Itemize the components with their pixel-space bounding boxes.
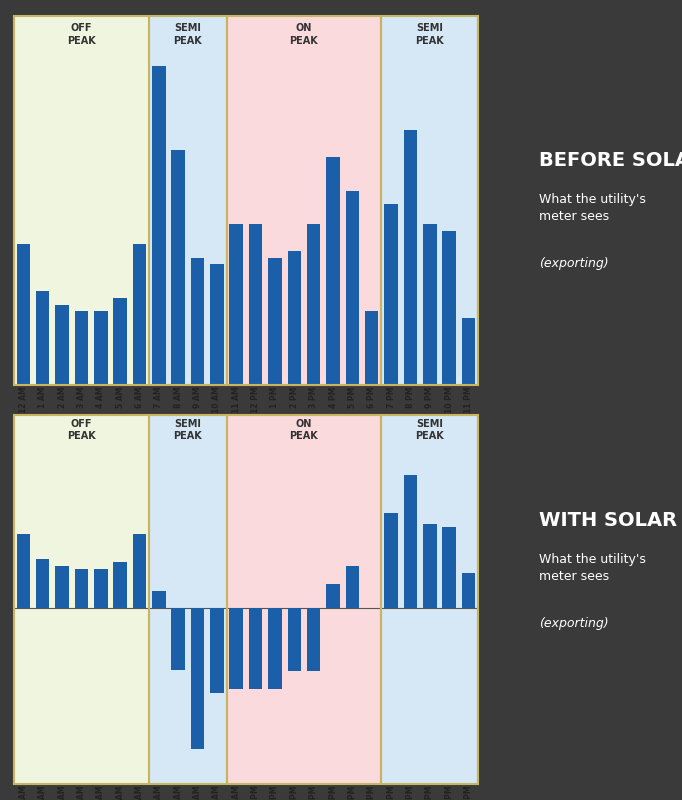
Bar: [36, 559, 50, 608]
Bar: [74, 570, 88, 608]
Bar: [268, 608, 282, 689]
Bar: [113, 298, 127, 386]
Text: WITH SOLAR: WITH SOLAR: [539, 510, 677, 530]
Bar: [210, 608, 224, 693]
Bar: [462, 318, 475, 386]
Bar: [346, 566, 359, 608]
Text: $0.22/kWh: $0.22/kWh: [50, 430, 113, 439]
Bar: [307, 608, 321, 671]
Bar: [288, 608, 301, 671]
Bar: [171, 608, 185, 670]
Bar: [191, 258, 205, 386]
Text: (exporting): (exporting): [539, 618, 608, 630]
Text: OFF
PEAK: OFF PEAK: [67, 23, 95, 46]
Bar: [226, 414, 381, 784]
Bar: [36, 291, 50, 386]
Bar: [381, 16, 478, 386]
Bar: [94, 570, 108, 608]
Bar: [55, 305, 69, 386]
Text: ON
PEAK: ON PEAK: [290, 418, 318, 441]
Bar: [249, 608, 263, 689]
Bar: [249, 224, 263, 386]
Bar: [149, 414, 226, 784]
Text: ON
PEAK: ON PEAK: [290, 23, 318, 46]
Bar: [229, 224, 243, 386]
Bar: [384, 514, 398, 608]
Text: $0.25/kWh: $0.25/kWh: [398, 430, 461, 439]
Bar: [191, 608, 205, 749]
Bar: [14, 16, 149, 386]
Bar: [443, 527, 456, 608]
Bar: [152, 590, 166, 608]
Text: OFF
PEAK: OFF PEAK: [67, 418, 95, 441]
Text: BEFORE SOLAR: BEFORE SOLAR: [539, 150, 682, 170]
Bar: [381, 414, 478, 784]
Bar: [229, 608, 243, 689]
Bar: [462, 573, 475, 608]
Bar: [210, 264, 224, 386]
Bar: [404, 130, 417, 386]
Bar: [94, 311, 108, 386]
Text: What the utility's
meter sees: What the utility's meter sees: [539, 553, 646, 583]
Bar: [149, 16, 226, 386]
Bar: [133, 244, 146, 386]
Bar: [423, 524, 436, 608]
Text: $0.49/kWh: $0.49/kWh: [273, 430, 336, 439]
Bar: [152, 66, 166, 386]
Bar: [346, 190, 359, 386]
Text: SEMI
PEAK: SEMI PEAK: [415, 418, 444, 441]
Text: SEMI
PEAK: SEMI PEAK: [415, 23, 444, 46]
Bar: [16, 244, 30, 386]
Bar: [384, 204, 398, 386]
Bar: [226, 16, 381, 386]
Bar: [443, 231, 456, 386]
Bar: [365, 311, 379, 386]
Bar: [268, 258, 282, 386]
Bar: [326, 583, 340, 608]
Text: SEMI
PEAK: SEMI PEAK: [173, 23, 203, 46]
Bar: [16, 534, 30, 608]
Bar: [423, 224, 436, 386]
Bar: [288, 251, 301, 386]
Text: What the utility's
meter sees: What the utility's meter sees: [539, 193, 646, 223]
Bar: [171, 150, 185, 386]
Bar: [14, 414, 149, 784]
Text: (exporting): (exporting): [539, 258, 608, 270]
Bar: [133, 534, 146, 608]
Text: SEMI
PEAK: SEMI PEAK: [173, 418, 203, 441]
Bar: [113, 562, 127, 608]
Text: $0.25/kWh: $0.25/kWh: [157, 430, 219, 439]
Bar: [55, 566, 69, 608]
Bar: [74, 311, 88, 386]
Bar: [307, 224, 321, 386]
Bar: [326, 157, 340, 386]
Bar: [404, 474, 417, 608]
